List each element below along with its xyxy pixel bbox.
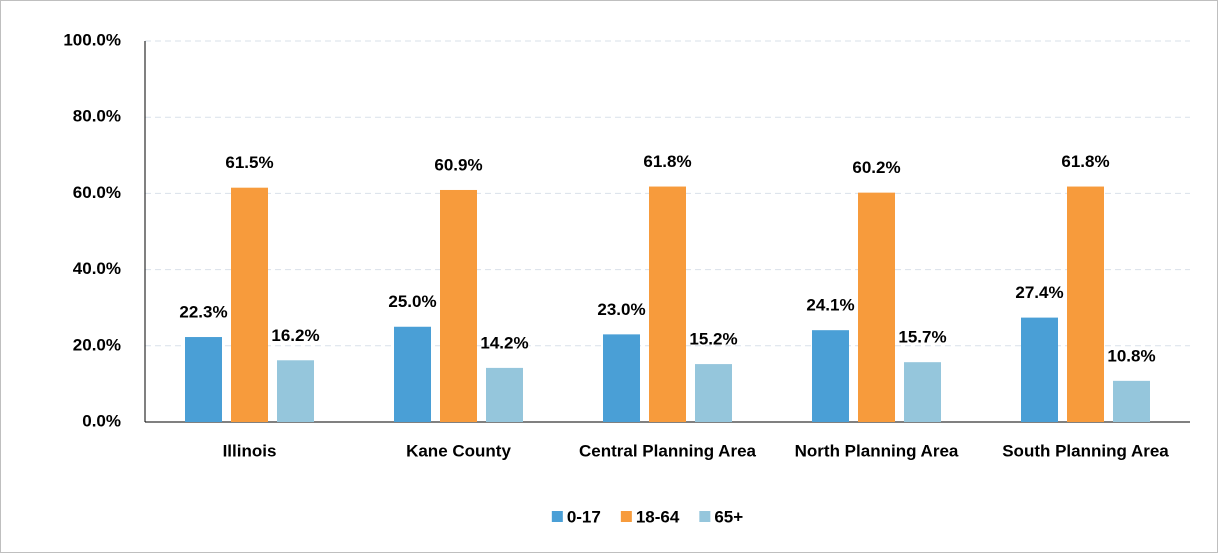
x-tick-label: South Planning Area (1002, 441, 1169, 460)
bar (812, 330, 849, 422)
legend-label: 0-17 (567, 507, 601, 526)
y-tick-label: 60.0% (73, 183, 121, 202)
data-label: 61.5% (225, 153, 273, 172)
bar (1021, 317, 1058, 422)
y-tick-label: 40.0% (73, 259, 121, 278)
data-label: 60.9% (434, 155, 482, 174)
x-tick-label: Kane County (406, 441, 511, 460)
data-label: 61.8% (1061, 152, 1109, 171)
data-label: 15.2% (689, 330, 737, 349)
y-tick-label: 0.0% (82, 411, 121, 430)
data-label: 22.3% (179, 303, 227, 322)
data-label: 16.2% (271, 326, 319, 345)
data-label: 60.2% (852, 158, 900, 177)
bar (695, 364, 732, 422)
legend-swatch (551, 511, 563, 522)
y-tick-label: 20.0% (73, 335, 121, 354)
x-tick-label: Central Planning Area (579, 441, 757, 460)
legend-label: 65+ (714, 507, 743, 526)
y-tick-label: 100.0% (63, 30, 121, 49)
x-tick-label: Illinois (223, 441, 277, 460)
bar (1067, 186, 1104, 422)
bar (185, 337, 222, 422)
legend-swatch (620, 511, 632, 522)
bar (440, 189, 477, 422)
legend: 0-17 18-64 65+ (551, 507, 743, 526)
bar (277, 360, 314, 422)
data-label: 61.8% (643, 152, 691, 171)
data-label: 25.0% (388, 292, 436, 311)
x-tick-label: North Planning Area (795, 441, 959, 460)
data-label: 27.4% (1015, 283, 1063, 302)
data-label: 10.8% (1107, 346, 1155, 365)
data-label: 14.2% (480, 333, 528, 352)
data-label: 23.0% (597, 300, 645, 319)
y-tick-label: 80.0% (73, 107, 121, 126)
bar (603, 334, 640, 422)
bar (394, 326, 431, 422)
bar (649, 186, 686, 422)
data-label: 15.7% (898, 328, 946, 347)
data-label: 24.1% (806, 296, 854, 315)
bar (858, 192, 895, 422)
bar (904, 362, 941, 422)
bar (231, 187, 268, 422)
bar (486, 367, 523, 422)
legend-swatch (699, 511, 711, 522)
legend-label: 18-64 (636, 507, 680, 526)
bar (1113, 380, 1150, 422)
